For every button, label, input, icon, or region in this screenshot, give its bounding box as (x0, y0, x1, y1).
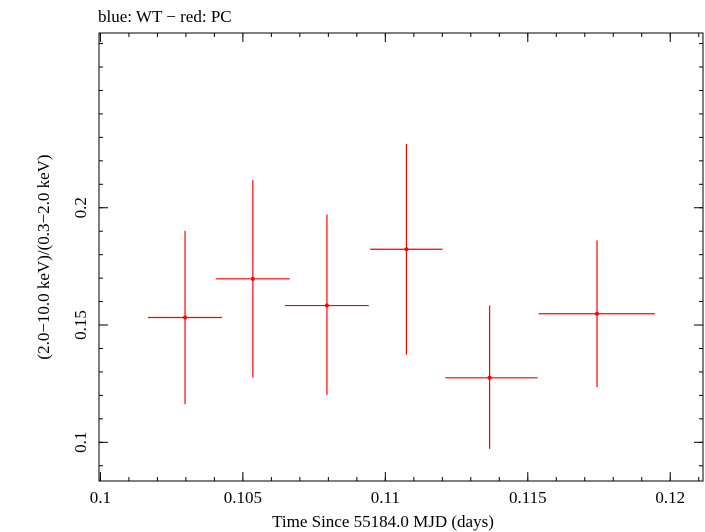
x-tick-label: 0.12 (655, 488, 685, 507)
x-tick-label: 0.1 (90, 488, 111, 507)
plot-frame (98, 32, 704, 482)
x-tick-label: 0.115 (509, 488, 547, 507)
data-series (148, 143, 655, 449)
data-marker (595, 311, 600, 316)
data-marker (250, 276, 255, 281)
data-point (445, 305, 538, 449)
data-point (215, 180, 290, 378)
data-marker (404, 247, 409, 252)
data-marker (183, 315, 188, 320)
x-tick-label: 0.105 (224, 488, 262, 507)
chart-title: blue: WT − red: PC (98, 7, 232, 26)
y-tick-label: 0.15 (71, 310, 90, 340)
data-point (148, 230, 223, 405)
y-tick-label: 0.2 (71, 197, 90, 218)
tick-labels: 0.1 0.105 0.11 0.115 0.12 0.1 0.15 0.2 (71, 197, 685, 507)
y-axis-label: (2.0−10.0 keV)/(0.3−2.0 keV) (34, 154, 53, 359)
data-marker (324, 303, 329, 308)
data-point (370, 143, 443, 355)
data-point (284, 214, 369, 395)
data-marker (487, 375, 492, 380)
y-tick-label: 0.1 (71, 432, 90, 453)
x-tick-label: 0.11 (371, 488, 400, 507)
x-axis-label: Time Since 55184.0 MJD (days) (272, 512, 494, 531)
data-point (538, 240, 655, 388)
axis-ticks (99, 33, 703, 481)
